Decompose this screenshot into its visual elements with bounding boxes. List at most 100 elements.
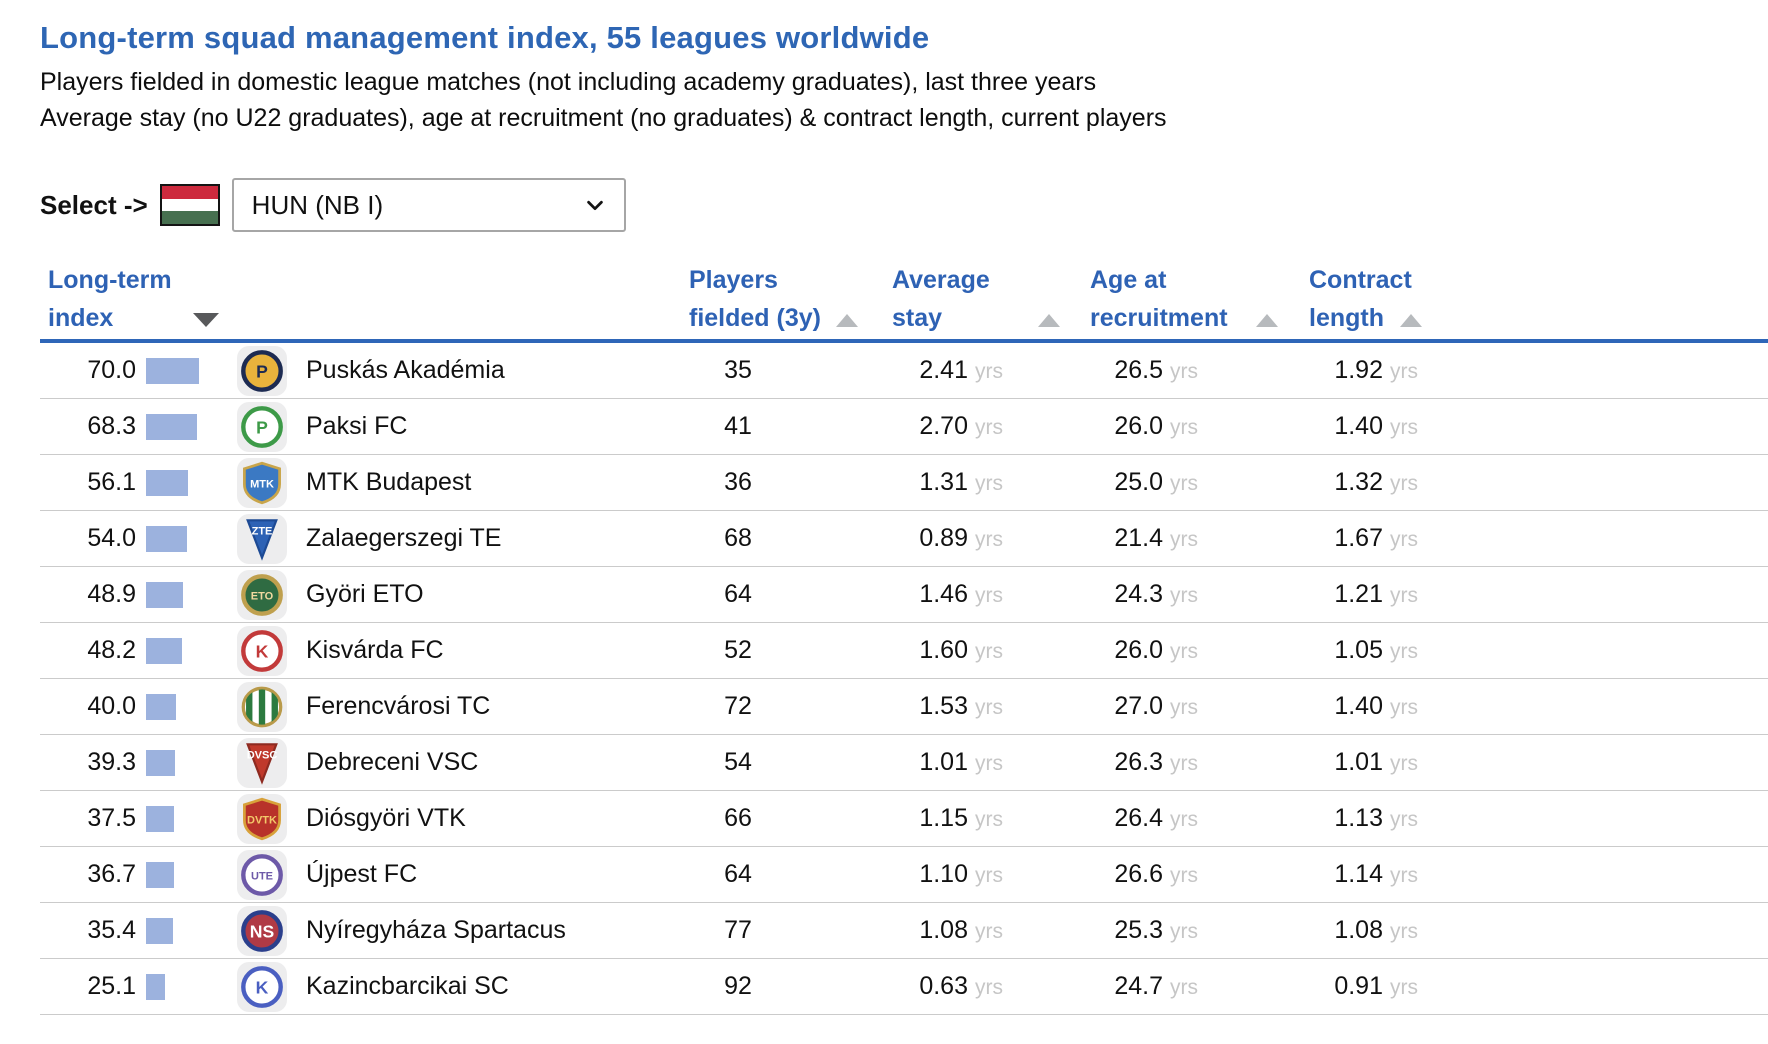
contract-length-value: 0.91 [1334,972,1383,1000]
players-fielded-value: 64 [724,580,752,608]
index-bar [146,357,199,384]
average-stay-value: 2.70 [919,412,968,440]
average-stay-unit: yrs [975,864,1003,887]
contract-length-value: 1.01 [1334,748,1383,776]
column-header-long-term-index[interactable]: Long-term index [48,266,172,332]
average-stay-unit: yrs [975,976,1003,999]
average-stay-value: 1.10 [919,860,968,888]
club-crest: MTK [237,457,287,508]
column-header-age-at-recruitment[interactable]: Age at recruitment [1090,266,1228,332]
hungary-flag-icon [159,184,220,226]
average-stay-unit: yrs [975,416,1003,439]
svg-text:DVSC: DVSC [247,749,278,761]
column-header-players-fielded[interactable]: Players fielded (3y) [689,266,821,332]
age-at-recruitment-unit: yrs [1170,640,1198,663]
contract-length-value: 1.05 [1334,636,1383,664]
table-row[interactable]: 48.9 ETO Györi ETO 64 1.46 yrs 24.3 yrs 1.… [40,567,1768,623]
age-at-recruitment-value: 26.0 [1114,636,1163,664]
contract-length-unit: yrs [1390,416,1418,439]
average-stay-unit: yrs [975,640,1003,663]
table-row[interactable]: 37.5 DVTK Diósgyöri VTK 66 1.15 yrs 26.4 y… [40,791,1768,847]
table-row[interactable]: 40.0 Ferencvárosi TC 72 1.53 yrs 27.0 yrs … [40,679,1768,735]
players-fielded-value: 52 [724,636,752,664]
column-header-contract-length[interactable]: Contract length [1309,266,1412,332]
index-value: 36.7 [87,860,136,888]
index-bar [146,805,175,832]
age-at-recruitment-value: 24.3 [1114,580,1163,608]
index-value: 39.3 [87,748,136,776]
index-value: 25.1 [87,972,136,1000]
page: Long-term squad management index, 55 lea… [0,20,1768,1044]
club-name: Kisvárda FC [306,636,444,664]
sort-asc-icon[interactable] [1400,314,1422,327]
age-at-recruitment-value: 25.0 [1114,468,1163,496]
table-row[interactable]: 54.0 ZTE Zalaegerszegi TE 68 0.89 yrs 21.… [40,511,1768,567]
age-at-recruitment-unit: yrs [1170,808,1198,831]
average-stay-unit: yrs [975,360,1003,383]
table-row[interactable]: 68.3 P Paksi FC 41 2.70 yrs 26.0 yrs 1.40 y… [40,399,1768,455]
players-fielded-value: 41 [724,412,752,440]
svg-text:MTK: MTK [250,478,274,490]
index-bar [146,469,189,496]
chevron-down-icon [586,200,603,211]
header-rule [40,339,1768,343]
club-crest: K [237,625,287,676]
column-header-average-stay[interactable]: Average stay [892,266,990,332]
sort-asc-icon[interactable] [836,314,858,327]
age-at-recruitment-value: 25.3 [1114,916,1163,944]
average-stay-unit: yrs [975,528,1003,551]
flag-stripe-green [161,211,218,225]
league-select[interactable]: HUN (NB I) [231,178,626,232]
sort-asc-icon[interactable] [1256,314,1278,327]
flag-stripe-white [161,198,218,212]
age-at-recruitment-unit: yrs [1170,472,1198,495]
players-fielded-value: 66 [724,804,752,832]
index-bar [146,693,176,720]
contract-length-value: 1.67 [1334,524,1383,552]
sort-desc-icon[interactable] [193,313,219,327]
svg-text:K: K [256,641,269,661]
index-value: 56.1 [87,468,136,496]
svg-text:ETO: ETO [251,590,274,602]
sort-asc-icon[interactable] [1038,314,1060,327]
table-row[interactable]: 25.1 K Kazincbarcikai SC 92 0.63 yrs 24.7… [40,959,1768,1015]
club-name: Diósgyöri VTK [306,804,466,832]
age-at-recruitment-value: 26.3 [1114,748,1163,776]
age-at-recruitment-value: 27.0 [1114,692,1163,720]
age-at-recruitment-unit: yrs [1170,584,1198,607]
club-crest: K [237,961,287,1012]
subtitle-line-1: Players fielded in domestic league match… [40,68,1097,96]
table-row[interactable]: 56.1 MTK MTK Budapest 36 1.31 yrs 25.0 yrs… [40,455,1768,511]
contract-length-unit: yrs [1390,472,1418,495]
club-name: Zalaegerszegi TE [306,524,502,552]
index-value: 40.0 [87,692,136,720]
contract-length-unit: yrs [1390,808,1418,831]
contract-length-value: 1.40 [1334,692,1383,720]
table-row[interactable]: 35.4 NS Nyíregyháza Spartacus 77 1.08 yrs… [40,903,1768,959]
average-stay-unit: yrs [975,808,1003,831]
age-at-recruitment-unit: yrs [1170,416,1198,439]
players-fielded-value: 68 [724,524,752,552]
table-row[interactable]: 39.3 DVSC Debreceni VSC 54 1.01 yrs 26.3 y… [40,735,1768,791]
league-selector-row: Select -> HUN (NB I) [40,177,1768,233]
age-at-recruitment-value: 26.4 [1114,804,1163,832]
club-name: Györi ETO [306,580,424,608]
age-at-recruitment-unit: yrs [1170,864,1198,887]
table-row[interactable]: 48.2 K Kisvárda FC 52 1.60 yrs 26.0 yrs 1.… [40,623,1768,679]
index-bar [146,413,198,440]
index-bar [146,581,183,608]
svg-text:UTE: UTE [251,870,273,882]
contract-length-value: 1.21 [1334,580,1383,608]
contract-length-unit: yrs [1390,584,1418,607]
svg-text:NS: NS [250,921,275,941]
average-stay-value: 1.15 [919,804,968,832]
club-crest: P [237,401,287,452]
age-at-recruitment-unit: yrs [1170,696,1198,719]
contract-length-unit: yrs [1390,752,1418,775]
table-row[interactable]: 70.0 P Puskás Akadémia 35 2.41 yrs 26.5 yr… [40,343,1768,399]
age-at-recruitment-unit: yrs [1170,976,1198,999]
table-row[interactable]: 36.7 UTE Újpest FC 64 1.10 yrs 26.6 yrs 1.… [40,847,1768,903]
club-crest: P [237,345,287,396]
average-stay-value: 0.89 [919,524,968,552]
index-bar [146,861,174,888]
